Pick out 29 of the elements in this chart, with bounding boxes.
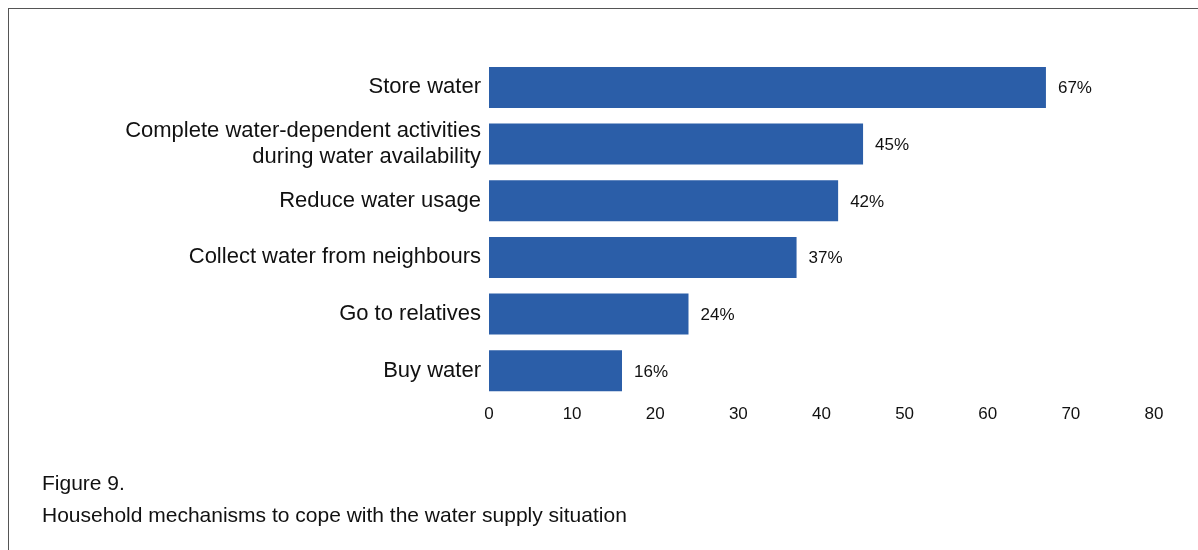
bar — [489, 350, 622, 392]
y-tick-label: Go to relatives — [339, 299, 481, 325]
bar — [489, 66, 1046, 108]
data-label: 37% — [808, 248, 843, 268]
x-tick-label: 40 — [812, 404, 831, 424]
bar — [489, 293, 689, 335]
x-tick-label: 30 — [728, 404, 748, 424]
text: Household mechanisms to cope with the water supply situation — [42, 502, 627, 528]
x-tick-label: 50 — [895, 404, 915, 424]
y-tick-label: Store water — [368, 73, 481, 99]
bar — [489, 236, 797, 278]
data-label: 24% — [700, 305, 735, 325]
x-tick-label: 60 — [978, 404, 998, 424]
text: Figure 9. — [42, 470, 126, 496]
x-tick-label: 70 — [1061, 404, 1081, 424]
x-tick-label: 20 — [645, 404, 665, 424]
x-tick-label: 0 — [484, 404, 494, 424]
data-label: 45% — [875, 135, 910, 155]
data-label: 16% — [634, 361, 669, 381]
x-tick-label: 80 — [1144, 404, 1164, 424]
y-tick-label: Complete water-dependent activities during water availability — [125, 116, 481, 168]
bar — [489, 180, 839, 222]
y-tick-label: Reduce water usage — [279, 186, 481, 212]
y-tick-label: Buy water — [383, 356, 481, 382]
bar — [489, 123, 864, 165]
data-label: 42% — [850, 191, 885, 211]
y-tick-label: Collect water from neighbours — [188, 243, 481, 269]
data-label: 67% — [1057, 78, 1092, 98]
x-tick-label: 10 — [562, 404, 582, 424]
